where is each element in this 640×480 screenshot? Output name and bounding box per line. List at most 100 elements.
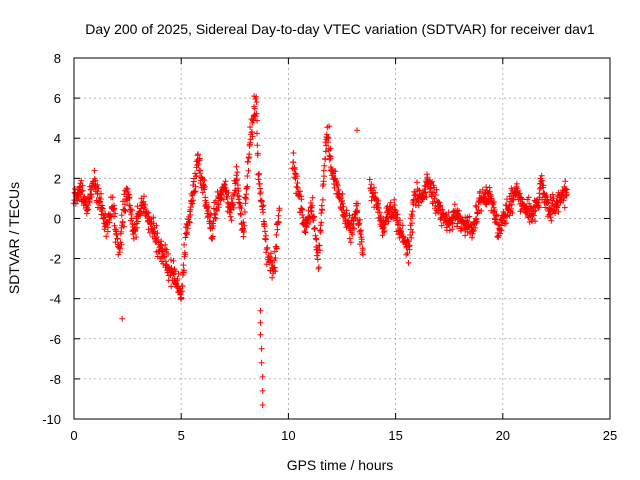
data-point [258,197,265,204]
data-point [555,208,562,215]
data-point [317,229,324,235]
data-point [354,127,360,134]
data-point [313,252,320,259]
data-point [354,207,361,214]
data-point [125,191,132,198]
data-point [347,239,354,246]
data-point [544,200,551,207]
data-point [172,268,179,275]
data-point [246,151,253,158]
data-point [291,174,298,181]
data-point [259,373,266,380]
data-point [262,228,268,235]
data-point [95,199,102,206]
data-point [145,209,152,216]
data-point [79,182,86,189]
data-point [194,162,201,169]
data-point [331,184,338,191]
data-point [269,274,276,281]
data-point [513,180,520,187]
data-point [121,201,128,208]
data-point [192,188,199,195]
data-point [274,226,281,233]
data-point [74,197,81,204]
axis-ticks: 0 5 10 15 20 25 -10 -8 -6 -4 -2 0 2 4 6 8 [42,51,617,443]
data-point [205,208,212,214]
y-tick-label: -6 [49,332,61,347]
x-tick-label: 5 [178,428,185,443]
data-point [294,184,301,191]
data-point [409,213,416,219]
data-point [76,183,83,190]
data-point [355,221,362,228]
data-point [266,253,273,260]
data-point [397,227,404,234]
data-point [366,176,373,183]
data-point [215,204,222,211]
data-point [94,181,101,188]
data-point [315,264,322,271]
x-tick-label: 0 [70,428,77,443]
data-point [543,192,550,199]
data-point [165,251,171,257]
data-point [456,208,463,214]
data-point [195,151,201,158]
data-point [98,190,105,197]
data-point [429,178,436,185]
data-point [117,245,123,252]
data-point [379,232,386,239]
data-point [405,259,412,266]
data-point [263,249,270,256]
data-point [157,243,164,250]
data-point [314,256,321,263]
data-point [235,188,242,195]
data-point [253,99,260,105]
data-point [424,174,431,181]
grid-lines [74,58,610,419]
data-point [486,188,493,195]
data-point [542,204,549,211]
data-point [208,234,215,241]
data-point [257,190,264,197]
data-point [120,223,127,230]
data-point [251,93,258,100]
data-point [257,189,264,196]
data-point [236,199,243,206]
data-point [254,142,261,149]
data-point [356,216,363,223]
data-point [190,197,197,204]
data-point [184,229,190,236]
data-point [377,214,384,221]
data-point [309,202,316,209]
data-point [322,148,329,155]
data-point [430,198,436,205]
y-tick-label: -10 [42,412,61,427]
data-point [415,202,422,209]
data-point [214,188,221,195]
data-point [191,189,198,195]
data-point [174,276,181,282]
data-point [154,230,161,237]
data-point [186,219,193,226]
data-point [469,234,475,241]
data-point [187,204,194,211]
data-point [384,215,391,222]
data-point [236,193,243,200]
data-point [128,211,135,218]
x-tick-label: 25 [603,428,617,443]
data-point [272,255,279,261]
data-point [126,202,133,209]
data-point [184,225,191,232]
y-tick-label: -4 [49,292,61,307]
data-point [478,207,485,214]
data-point [114,235,121,242]
data-point [391,196,398,203]
data-point [201,177,208,184]
data-point [536,204,543,211]
data-point [293,183,300,190]
data-point [257,307,264,314]
data-point [116,244,123,251]
data-point [244,183,251,190]
data-point [260,209,267,216]
